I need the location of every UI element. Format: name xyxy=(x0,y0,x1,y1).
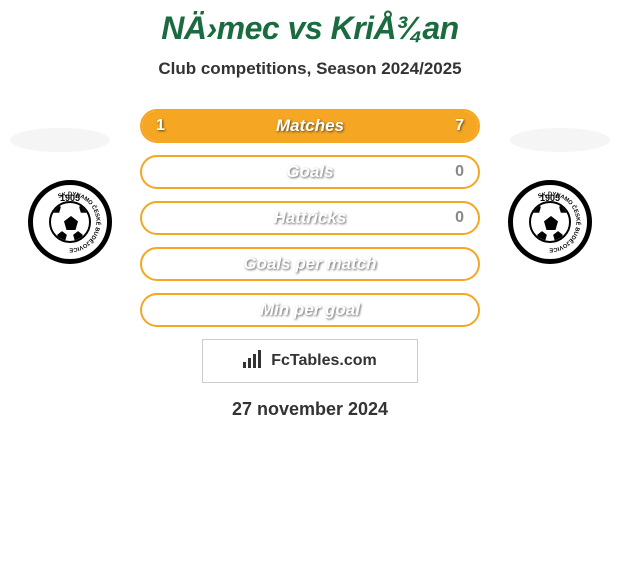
stat-row: Goals per match xyxy=(140,247,480,281)
stat-value-left: 1 xyxy=(156,117,165,135)
stat-label: Goals per match xyxy=(142,254,478,274)
badge-soccer-ball-icon xyxy=(529,201,571,243)
fctables-logo-icon xyxy=(243,350,265,372)
right-team-badge: 1905 SK DYNAMO ČESKÉ BUDĚJOVICE xyxy=(508,180,592,264)
date-text: 27 november 2024 xyxy=(0,399,620,420)
stat-row: Hattricks0 xyxy=(140,201,480,235)
comparison-infographic: NÄ›mec vs KriÅ¾an Club competitions, Sea… xyxy=(0,0,620,420)
stat-label: Hattricks xyxy=(142,208,478,228)
right-ellipse-marker xyxy=(510,128,610,152)
stat-row: Matches1 7 xyxy=(140,109,480,143)
page-title: NÄ›mec vs KriÅ¾an xyxy=(0,10,620,47)
fctables-text: FcTables.com xyxy=(271,352,377,370)
fctables-attribution: FcTables.com xyxy=(202,339,418,383)
stat-label: Min per goal xyxy=(142,300,478,320)
stat-label: Matches xyxy=(142,116,478,136)
badge-circle: 1905 SK DYNAMO ČESKÉ BUDĚJOVICE xyxy=(28,180,112,264)
badge-circle: 1905 SK DYNAMO ČESKÉ BUDĚJOVICE xyxy=(508,180,592,264)
stat-value-right: 0 xyxy=(455,163,464,181)
stat-value-right: 0 xyxy=(455,209,464,227)
stat-rows-container: Matches17Goals0Hattricks0Goals per match… xyxy=(140,109,480,327)
badge-soccer-ball-icon xyxy=(49,201,91,243)
left-ellipse-marker xyxy=(10,128,110,152)
stat-row: Goals0 xyxy=(140,155,480,189)
left-team-badge: 1905 SK DYNAMO ČESKÉ BUDĚJOVICE xyxy=(28,180,112,264)
stat-label: Goals xyxy=(142,162,478,182)
stat-row: Min per goal xyxy=(140,293,480,327)
subtitle: Club competitions, Season 2024/2025 xyxy=(0,59,620,79)
stat-value-right: 7 xyxy=(455,117,464,135)
